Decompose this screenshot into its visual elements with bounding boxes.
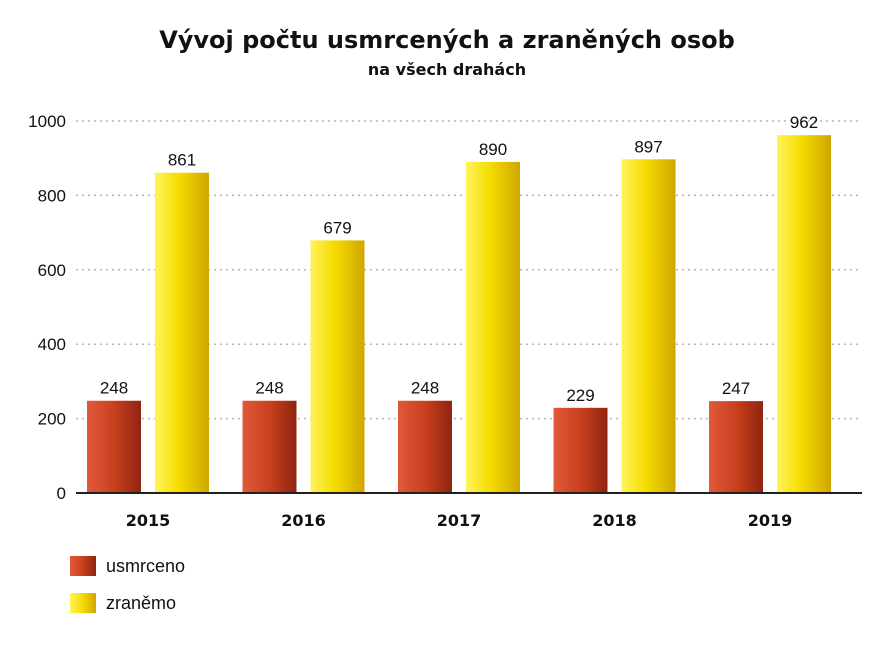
legend: usmrceno zraněmo bbox=[70, 554, 185, 628]
y-tick-label: 800 bbox=[38, 186, 66, 205]
x-axis-ticks: 2015 2016 2017 2018 2019 bbox=[126, 511, 793, 530]
y-tick-label: 400 bbox=[38, 335, 66, 354]
data-label: 861 bbox=[168, 151, 196, 170]
legend-label-zranemo: zraněmo bbox=[106, 592, 177, 613]
legend-swatch-zranemo bbox=[70, 593, 96, 613]
x-tick-label: 2019 bbox=[748, 511, 793, 530]
bar-chart: 0 200 400 600 800 1000 248 861 248 679 248 890 229 8… bbox=[28, 112, 862, 530]
y-tick-label: 600 bbox=[38, 261, 66, 280]
bar-zraněmo-2019 bbox=[777, 135, 831, 494]
data-label: 890 bbox=[479, 140, 507, 159]
data-label: 229 bbox=[566, 386, 594, 405]
data-label: 897 bbox=[634, 137, 662, 156]
bar-zraněmo-2017 bbox=[466, 161, 520, 494]
x-tick-label: 2015 bbox=[126, 511, 171, 530]
chart-subtitle: na všech drahách bbox=[367, 60, 527, 79]
bar-usmrceno-2019 bbox=[709, 401, 763, 493]
legend-item-usmrceno: usmrceno bbox=[70, 554, 185, 578]
data-label: 248 bbox=[100, 379, 128, 398]
y-tick-label: 1000 bbox=[28, 112, 66, 131]
x-tick-label: 2017 bbox=[437, 511, 482, 530]
legend-swatch-usmrceno bbox=[70, 556, 96, 576]
data-label: 247 bbox=[722, 379, 750, 398]
bar-zraněmo-2018 bbox=[621, 159, 676, 494]
bar-zraněmo-2016 bbox=[310, 240, 365, 493]
data-label: 248 bbox=[255, 379, 283, 398]
bar-usmrceno-2017 bbox=[398, 400, 452, 493]
data-labels: 248 861 248 679 248 890 229 897 247 962 bbox=[100, 113, 818, 405]
x-tick-label: 2016 bbox=[281, 511, 326, 530]
data-label: 679 bbox=[323, 218, 351, 237]
y-tick-label: 0 bbox=[57, 484, 66, 503]
legend-label-usmrceno: usmrceno bbox=[106, 555, 186, 576]
y-tick-label: 200 bbox=[38, 410, 66, 429]
legend-item-zranemo: zraněmo bbox=[70, 591, 185, 615]
chart-title: Vývoj počtu usmrcených a zraněných osob bbox=[159, 26, 735, 54]
bar-zraněmo-2015 bbox=[155, 172, 209, 493]
bar-usmrceno-2015 bbox=[87, 400, 141, 493]
bars bbox=[87, 135, 831, 494]
y-axis-ticks: 0 200 400 600 800 1000 bbox=[28, 112, 66, 503]
bar-usmrceno-2018 bbox=[553, 407, 608, 493]
data-label: 962 bbox=[790, 113, 818, 132]
data-label: 248 bbox=[411, 379, 439, 398]
x-tick-label: 2018 bbox=[592, 511, 637, 530]
bar-usmrceno-2016 bbox=[242, 400, 297, 493]
